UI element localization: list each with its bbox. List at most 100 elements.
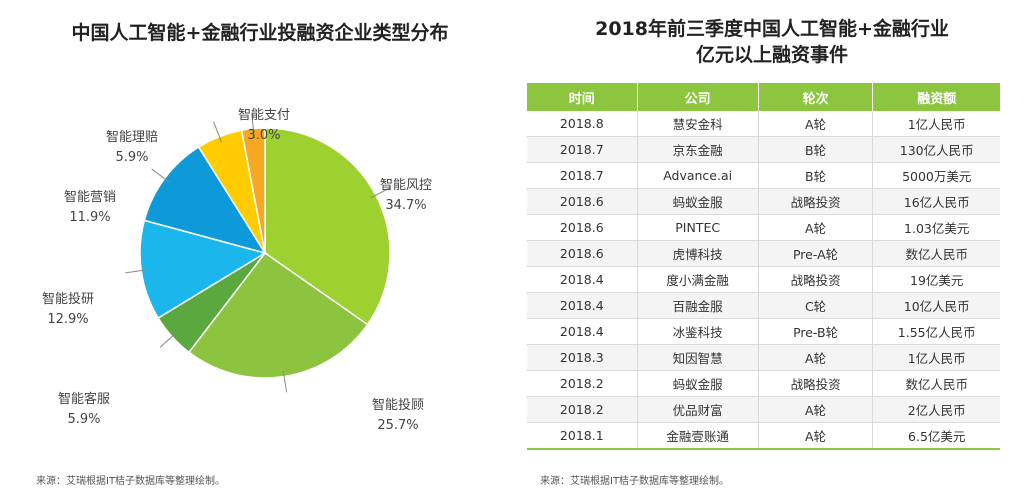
table-row: 2018.6 虎博科技 Pre-A轮 数亿人民币 xyxy=(527,240,1000,267)
table-row: 2018.6 蚂蚁金服 战略投资 16亿人民币 xyxy=(527,188,1000,215)
table-row: 2018.2 蚂蚁金服 战略投资 数亿人民币 xyxy=(527,370,1000,397)
cell-round: C轮 xyxy=(758,292,874,319)
cell-amount: 10亿人民币 xyxy=(872,292,1000,319)
cell-round: Pre-A轮 xyxy=(758,240,874,267)
pie-label-value: 5.9% xyxy=(115,150,149,165)
left-source-note: 来源：艾瑞根据IT桔子数据库等整理绘制。 xyxy=(36,476,226,487)
cell-round: A轮 xyxy=(758,214,874,241)
cell-company: 金融壹账通 xyxy=(637,422,759,450)
table-row: 2018.1 金融壹账通 A轮 6.5亿美元 xyxy=(527,422,1000,450)
cell-round: A轮 xyxy=(758,344,874,371)
cell-company: 虎博科技 xyxy=(637,240,759,267)
pie-label-smart-risk-control: 智能风控 34.7% xyxy=(380,176,432,216)
cell-time: 2018.4 xyxy=(527,266,638,293)
cell-time: 2018.7 xyxy=(527,136,638,163)
pie-label-name: 智能营销 xyxy=(64,190,117,205)
pie-chart xyxy=(125,112,391,393)
cell-amount: 1.55亿人民币 xyxy=(872,318,1000,345)
cell-amount: 数亿人民币 xyxy=(872,370,1000,397)
cell-company: 蚂蚁金服 xyxy=(637,370,759,397)
cell-amount: 5000万美元 xyxy=(872,162,1000,189)
pie-leader-line xyxy=(151,168,170,183)
pie-label-smart-claims: 智能理赔 5.9% xyxy=(106,128,158,168)
pie-chart-title: 中国人工智能+金融行业投融资企业类型分布 xyxy=(71,22,449,44)
pie-label-value: 11.9% xyxy=(69,210,111,225)
table-row: 2018.2 优品财富 A轮 2亿人民币 xyxy=(527,396,1000,423)
cell-round: A轮 xyxy=(758,396,874,423)
cell-round: 战略投资 xyxy=(758,188,874,215)
cell-round: A轮 xyxy=(758,111,874,137)
table-title: 2018年前三季度中国人工智能+金融行业 亿元以上融资事件 xyxy=(520,16,1024,68)
pie-label-smart-advisor: 智能投顾 25.7% xyxy=(372,396,424,436)
cell-amount: 1.03亿美元 xyxy=(872,214,1000,241)
cell-time: 2018.6 xyxy=(527,188,638,215)
pie-label-smart-marketing: 智能营销 11.9% xyxy=(64,188,116,228)
pie-label-name: 智能风控 xyxy=(380,178,433,193)
cell-time: 2018.2 xyxy=(527,396,638,423)
pie-label-name: 智能客服 xyxy=(58,392,111,407)
cell-round: B轮 xyxy=(758,162,874,189)
cell-company: 优品财富 xyxy=(637,396,759,423)
pie-label-name: 智能投顾 xyxy=(372,398,425,413)
pie-leader-line xyxy=(251,112,255,135)
pie-label-smart-research: 智能投研 12.9% xyxy=(42,290,94,330)
cell-company: 知因智慧 xyxy=(637,344,759,371)
table-row: 2018.8 慧安金科 A轮 1亿人民币 xyxy=(527,111,1000,137)
cell-company: Advance.ai xyxy=(637,162,759,189)
cell-round: 战略投资 xyxy=(758,266,874,293)
cell-round: B轮 xyxy=(758,136,874,163)
cell-amount: 6.5亿美元 xyxy=(872,422,1000,450)
cell-company: 度小满金融 xyxy=(637,266,759,293)
table-row: 2018.6 PINTEC A轮 1.03亿美元 xyxy=(527,214,1000,241)
pie-label-value: 25.7% xyxy=(377,418,419,433)
cell-company: PINTEC xyxy=(637,214,759,241)
table-header-row: 时间 公司 轮次 融资额 xyxy=(527,83,1000,111)
pie-label-smart-payment: 智能支付 3.0% xyxy=(238,106,290,146)
cell-company: 京东金融 xyxy=(637,136,759,163)
cell-time: 2018.6 xyxy=(527,240,638,267)
cell-time: 2018.2 xyxy=(527,370,638,397)
cell-time: 2018.4 xyxy=(527,318,638,345)
cell-amount: 1亿人民币 xyxy=(872,111,1000,137)
cell-amount: 2亿人民币 xyxy=(872,396,1000,423)
pie-leader-line xyxy=(159,332,177,348)
cell-company: 慧安金科 xyxy=(637,111,759,137)
pie-label-smart-customer-service: 智能客服 5.9% xyxy=(58,390,110,430)
pie-label-value: 5.9% xyxy=(67,412,101,427)
cell-round: Pre-B轮 xyxy=(758,318,874,345)
header-company: 公司 xyxy=(637,83,759,111)
header-time: 时间 xyxy=(527,83,638,111)
cell-amount: 16亿人民币 xyxy=(872,188,1000,215)
cell-round: 战略投资 xyxy=(758,370,874,397)
cell-time: 2018.1 xyxy=(527,422,638,450)
table-title-line2: 亿元以上融资事件 xyxy=(695,44,848,66)
pie-label-name: 智能投研 xyxy=(42,292,95,307)
cell-amount: 1亿人民币 xyxy=(872,344,1000,371)
table-row: 2018.4 度小满金融 战略投资 19亿美元 xyxy=(527,266,1000,293)
right-source-note: 来源：艾瑞根据IT桔子数据库等整理绘制。 xyxy=(540,476,730,487)
cell-company: 百融金服 xyxy=(637,292,759,319)
pie-leader-line xyxy=(370,187,391,199)
cell-company: 冰鉴科技 xyxy=(637,318,759,345)
financing-table: 时间 公司 轮次 融资额 2018.8 慧安金科 A轮 1亿人民币 2018.7 京东金融… xyxy=(527,83,1000,450)
pie-leader-line xyxy=(213,121,223,143)
pie-leader-line xyxy=(125,269,148,274)
cell-time: 2018.4 xyxy=(527,292,638,319)
pie-label-name: 智能支付 xyxy=(238,108,291,123)
table-row: 2018.4 百融金服 C轮 10亿人民币 xyxy=(527,292,1000,319)
pie-label-value: 3.0% xyxy=(247,128,281,143)
cell-company: 蚂蚁金服 xyxy=(637,188,759,215)
cell-amount: 19亿美元 xyxy=(872,266,1000,293)
cell-time: 2018.7 xyxy=(527,162,638,189)
cell-time: 2018.8 xyxy=(527,111,638,137)
header-amount: 融资额 xyxy=(872,83,1000,111)
table-row: 2018.4 冰鉴科技 Pre-B轮 1.55亿人民币 xyxy=(527,318,1000,345)
table-row: 2018.7 京东金融 B轮 130亿人民币 xyxy=(527,136,1000,163)
cell-round: A轮 xyxy=(758,422,874,450)
table-title-line1: 2018年前三季度中国人工智能+金融行业 xyxy=(595,18,949,40)
table-row: 2018.7 Advance.ai B轮 5000万美元 xyxy=(527,162,1000,189)
header-round: 轮次 xyxy=(758,83,874,111)
pie-label-value: 12.9% xyxy=(47,312,89,327)
pie-label-name: 智能理赔 xyxy=(106,130,159,145)
table-row: 2018.3 知因智慧 A轮 1亿人民币 xyxy=(527,344,1000,371)
